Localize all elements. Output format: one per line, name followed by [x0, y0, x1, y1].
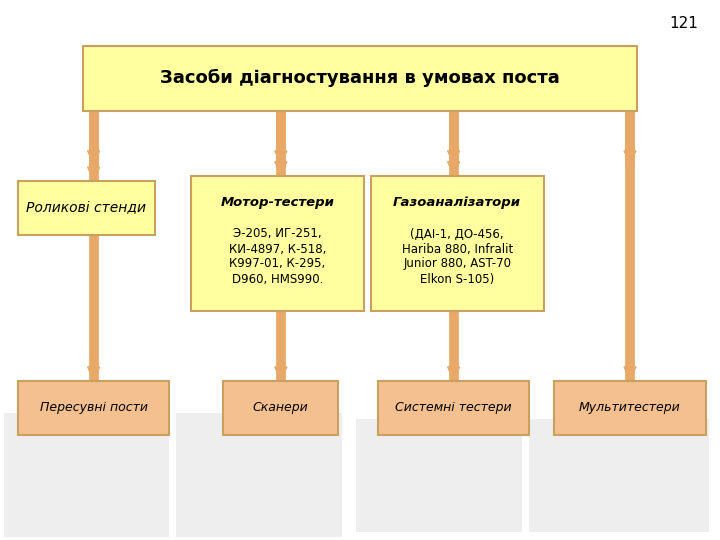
- FancyBboxPatch shape: [18, 381, 169, 435]
- FancyBboxPatch shape: [18, 181, 155, 235]
- FancyBboxPatch shape: [191, 176, 364, 310]
- Text: Роликові стенди: Роликові стенди: [27, 201, 146, 215]
- FancyBboxPatch shape: [529, 418, 709, 532]
- Text: 121: 121: [670, 16, 698, 31]
- Text: Газоаналізатори: Газоаналізатори: [393, 196, 521, 209]
- FancyBboxPatch shape: [176, 413, 342, 537]
- FancyBboxPatch shape: [554, 381, 706, 435]
- FancyBboxPatch shape: [371, 176, 544, 310]
- Text: Мотор-тестери: Мотор-тестери: [220, 196, 334, 209]
- FancyBboxPatch shape: [223, 381, 338, 435]
- Text: Сканери: Сканери: [253, 401, 309, 414]
- FancyBboxPatch shape: [4, 413, 169, 537]
- FancyBboxPatch shape: [83, 46, 637, 111]
- Text: Э-205, ИГ-251,
КИ-4897, К-518,
К997-01, К-295,
D960, HMS990.: Э-205, ИГ-251, КИ-4897, К-518, К997-01, …: [228, 227, 326, 286]
- FancyBboxPatch shape: [356, 418, 522, 532]
- Text: Мультитестери: Мультитестери: [579, 401, 681, 414]
- Text: Засоби діагностування в умовах поста: Засоби діагностування в умовах поста: [160, 69, 560, 87]
- Text: Пересувні пости: Пересувні пости: [40, 401, 148, 414]
- Text: (ДАІ-1, ДО-456,
Hariba 880, Infralit
Junior 880, AST-70
Elkon S-105): (ДАІ-1, ДО-456, Hariba 880, Infralit Jun…: [402, 227, 513, 286]
- Text: Системні тестери: Системні тестери: [395, 401, 512, 414]
- FancyBboxPatch shape: [378, 381, 529, 435]
